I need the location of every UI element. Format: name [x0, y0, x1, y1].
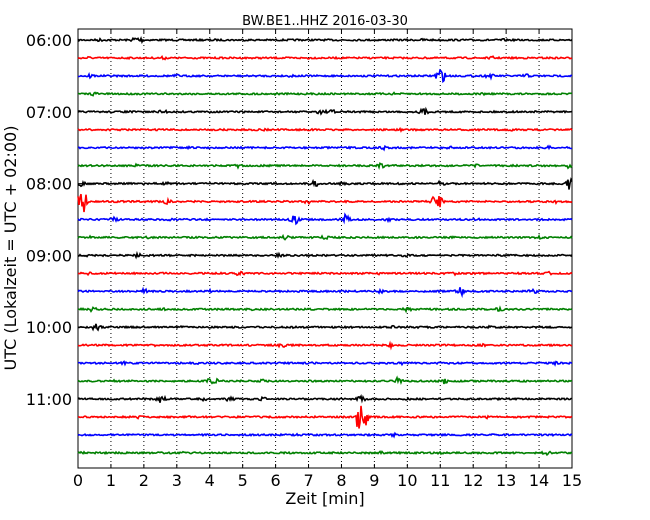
x-tick-label: 7 [303, 471, 313, 490]
x-tick-label: 8 [336, 471, 346, 490]
plot-frame [77, 28, 573, 469]
trace-1015 [77, 340, 573, 351]
x-axis-label: Zeit [min] [285, 489, 364, 508]
x-tick-label: 2 [139, 471, 149, 490]
trace-0600 [77, 36, 573, 45]
y-axis-label: UTC (Lokalzeit = UTC + 02:00) [1, 126, 20, 371]
trace-1145 [77, 450, 573, 457]
trace-0715 [77, 126, 573, 133]
x-tick-label: 14 [529, 471, 549, 490]
x-tick-label: 13 [496, 471, 516, 490]
trace-group [77, 36, 573, 457]
trace-0615 [77, 54, 573, 61]
trace-0900 [77, 250, 573, 260]
trace-0700 [77, 106, 573, 116]
x-tick-label: 9 [369, 471, 379, 490]
x-tick-label: 4 [205, 471, 215, 490]
x-tick-label: 12 [463, 471, 483, 490]
y-tick-label: 09:00 [26, 246, 72, 265]
trace-0945 [77, 305, 573, 314]
trace-0645 [77, 91, 573, 97]
trace-1100 [77, 393, 572, 404]
x-tick-label: 3 [172, 471, 182, 490]
y-tick-label: 10:00 [26, 318, 72, 337]
y-tick-label: 07:00 [26, 103, 72, 122]
trace-0930 [77, 286, 573, 299]
trace-0800 [77, 177, 573, 190]
trace-0845 [77, 233, 573, 241]
x-tick-label: 0 [73, 471, 83, 490]
x-tick-label: 6 [271, 471, 281, 490]
trace-0630 [77, 68, 573, 84]
trace-1000 [77, 323, 573, 332]
y-axis-ticks: 06:00 07:00 08:00 09:00 10:00 11:00 [26, 31, 82, 409]
x-tick-label: 11 [430, 471, 450, 490]
trace-0745 [77, 161, 573, 170]
x-tick-label: 10 [397, 471, 417, 490]
x-tick-label: 15 [562, 471, 582, 490]
trace-0815 [77, 193, 573, 213]
x-tick-label: 5 [238, 471, 248, 490]
trace-0915 [77, 270, 573, 277]
trace-1045 [77, 375, 573, 386]
chart-title: BW.BE1..HHZ 2016-03-30 [242, 14, 408, 29]
trace-1130 [77, 431, 573, 439]
y-tick-label: 11:00 [26, 390, 72, 409]
x-tick-label: 1 [106, 471, 116, 490]
x-axis-ticks: 0 1 2 3 4 5 6 7 8 9 10 11 12 13 14 15 [73, 29, 582, 490]
trace-0730 [77, 144, 573, 152]
trace-0830 [77, 212, 573, 226]
y-tick-label: 06:00 [26, 31, 72, 50]
y-tick-label: 08:00 [26, 175, 72, 194]
trace-1030 [77, 360, 573, 367]
trace-1115 [77, 405, 573, 429]
